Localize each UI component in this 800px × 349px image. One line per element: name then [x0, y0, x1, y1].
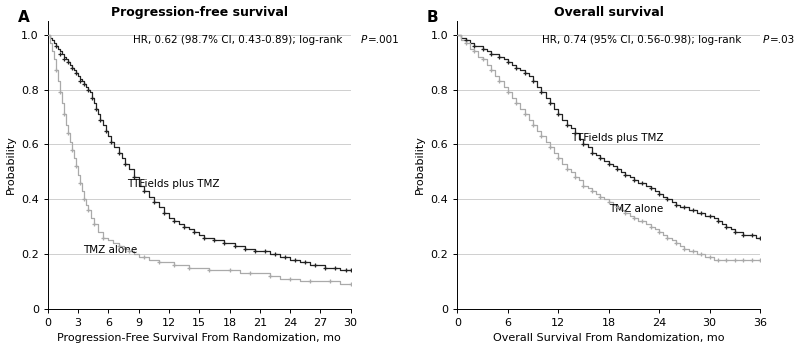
- Text: TMZ alone: TMZ alone: [83, 245, 138, 255]
- Text: P: P: [763, 36, 770, 45]
- Title: Overall survival: Overall survival: [554, 6, 663, 18]
- X-axis label: Overall Survival From Randomization, mo: Overall Survival From Randomization, mo: [493, 333, 724, 343]
- Y-axis label: Probability: Probability: [415, 135, 425, 194]
- Title: Progression-free survival: Progression-free survival: [110, 6, 288, 18]
- Text: HR, 0.74 (95% CI, 0.56-0.98); log-rank: HR, 0.74 (95% CI, 0.56-0.98); log-rank: [542, 36, 748, 45]
- X-axis label: Progression-Free Survival From Randomization, mo: Progression-Free Survival From Randomiza…: [58, 333, 341, 343]
- Text: =.001: =.001: [368, 36, 399, 45]
- Text: TTFields plus TMZ: TTFields plus TMZ: [126, 179, 219, 189]
- Text: =.03: =.03: [770, 36, 795, 45]
- Text: A: A: [18, 10, 30, 24]
- Text: TMZ alone: TMZ alone: [609, 204, 663, 214]
- Text: HR, 0.62 (98.7% CI, 0.43-0.89); log-rank: HR, 0.62 (98.7% CI, 0.43-0.89); log-rank: [133, 36, 346, 45]
- Text: TTFields plus TMZ: TTFields plus TMZ: [570, 133, 663, 143]
- Text: B: B: [427, 10, 438, 24]
- Text: P: P: [361, 36, 367, 45]
- Y-axis label: Probability: Probability: [6, 135, 15, 194]
